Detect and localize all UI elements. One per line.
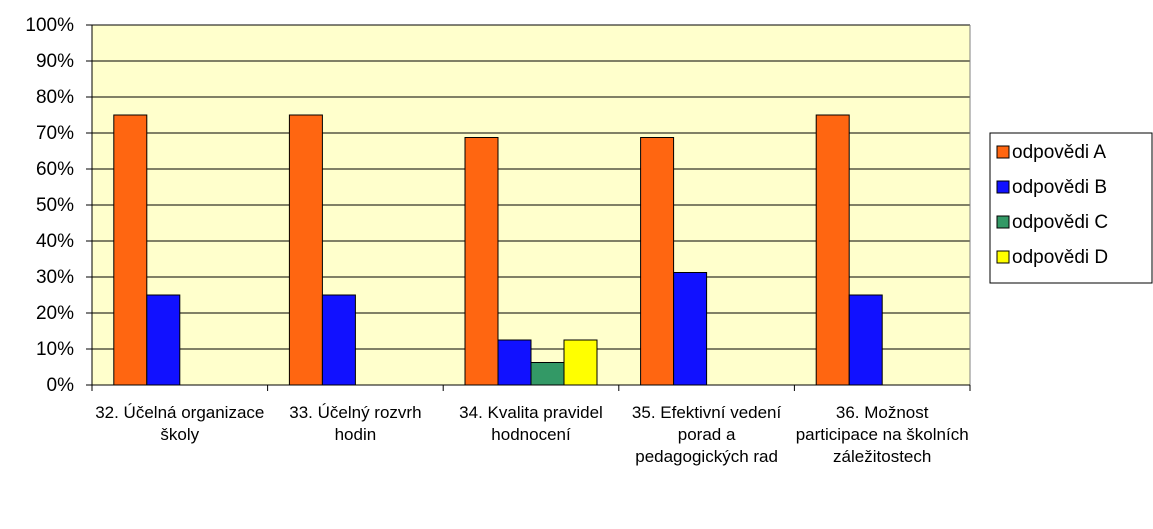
- y-tick-label: 70%: [36, 123, 74, 144]
- x-tick-label: 36. Možnost participace na školních zále…: [795, 403, 969, 466]
- legend-swatch: [996, 250, 1010, 264]
- legend-label: odpovědi D: [1012, 247, 1108, 268]
- legend-label: odpovědi A: [1012, 142, 1106, 163]
- bar: [815, 114, 850, 386]
- y-tick-label: 10%: [36, 339, 74, 360]
- bar: [848, 294, 883, 386]
- x-tick-label: 33. Účelný rozvrh hodin: [289, 403, 422, 444]
- bar: [321, 294, 356, 386]
- legend-swatch: [996, 180, 1010, 194]
- legend-label: odpovědi B: [1012, 177, 1107, 198]
- legend-swatch: [996, 145, 1010, 159]
- legend-label: odpovědi C: [1012, 212, 1108, 233]
- x-tick-label: 34. Kvalita pravidel hodnocení: [459, 403, 603, 444]
- y-tick-label: 80%: [36, 87, 74, 108]
- y-tick-label: 20%: [36, 303, 74, 324]
- bar: [563, 339, 598, 386]
- y-tick-label: 100%: [25, 15, 74, 36]
- y-tick-label: 90%: [36, 51, 74, 72]
- x-tick-label: 32. Účelná organizace školy: [95, 403, 265, 444]
- legend-swatch: [996, 215, 1010, 229]
- x-tick-label: 35. Efektivní vedení porad a pedagogický…: [631, 403, 782, 466]
- bar: [497, 339, 532, 386]
- bar: [673, 272, 708, 386]
- legend-box: [989, 132, 1153, 284]
- bar: [530, 362, 565, 386]
- y-tick-label: 50%: [36, 195, 74, 216]
- bar: [464, 137, 499, 386]
- bar: [288, 114, 323, 386]
- bar: [146, 294, 181, 386]
- y-tick-label: 0%: [47, 375, 75, 396]
- y-tick-label: 60%: [36, 159, 74, 180]
- bar: [113, 114, 148, 386]
- bar: [640, 137, 675, 386]
- y-tick-label: 40%: [36, 231, 74, 252]
- y-tick-label: 30%: [36, 267, 74, 288]
